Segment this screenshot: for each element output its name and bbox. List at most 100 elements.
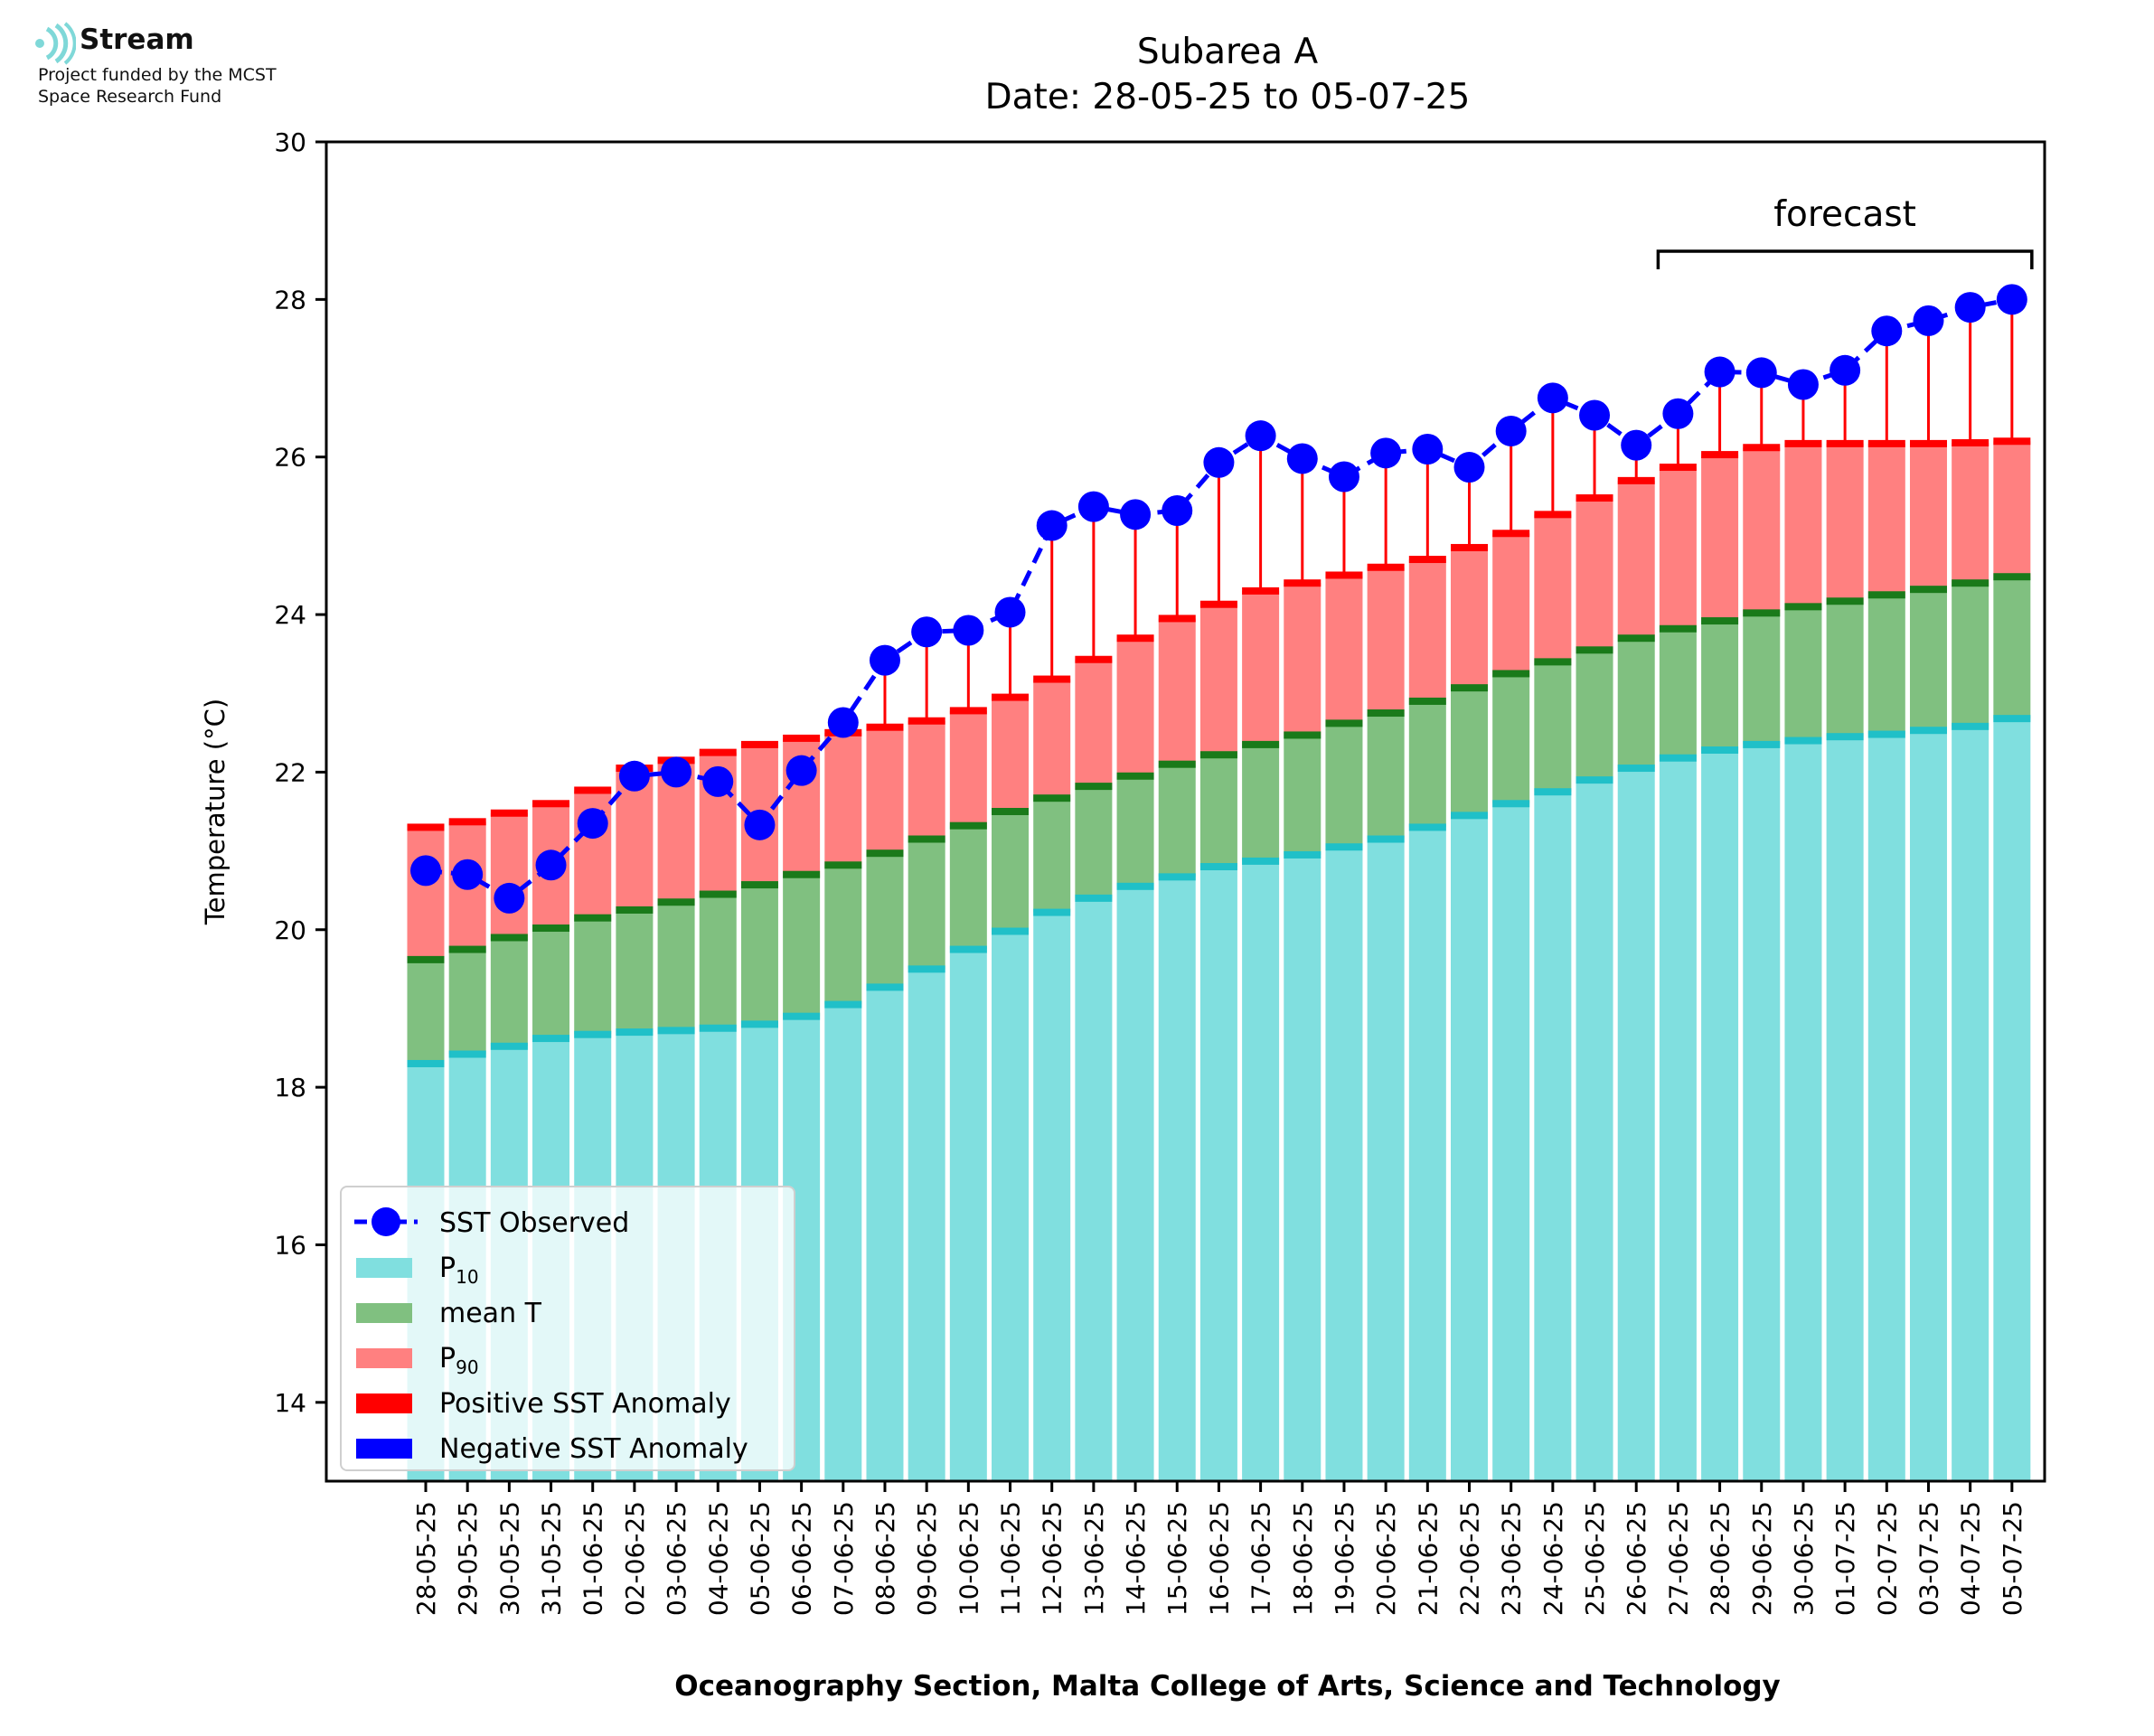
p10-bar-cap	[949, 945, 987, 953]
mean-bar-cap	[407, 955, 445, 963]
y-tick-label: 28	[274, 285, 306, 314]
sst-observed-point	[410, 855, 441, 887]
p10-bar-cap	[1701, 746, 1739, 755]
bar-group	[1408, 556, 1446, 1481]
sst-observed-point	[1787, 369, 1819, 400]
bar-group	[1993, 437, 2031, 1481]
mean-bar	[1826, 601, 1864, 737]
x-tick-label: 01-06-25	[578, 1501, 608, 1616]
p10-bar	[1993, 718, 2031, 1481]
logo-subtitle-line1: Project funded by the MCST	[38, 65, 277, 85]
x-tick-label: 24-06-25	[1538, 1501, 1568, 1616]
p10-bar-cap	[490, 1042, 528, 1050]
p90-bar	[866, 727, 904, 854]
y-tick-label: 30	[274, 127, 306, 157]
sst-observed-point	[827, 707, 859, 738]
x-tick-label: 12-06-25	[1038, 1501, 1068, 1616]
mean-bar-cap	[1408, 697, 1446, 705]
mean-bar	[448, 949, 486, 1055]
p10-bar	[992, 931, 1030, 1481]
mean-bar-cap	[448, 945, 486, 953]
x-tick-label: 01-07-25	[1830, 1501, 1860, 1616]
p10-bar-cap	[1909, 727, 1947, 735]
y-tick-label: 14	[274, 1388, 306, 1418]
mean-bar-cap	[1743, 609, 1781, 617]
p90-bar	[407, 827, 445, 960]
p10-bar-cap	[1408, 823, 1446, 831]
p90-bar-cap	[490, 809, 528, 817]
mean-bar-cap	[1075, 783, 1113, 791]
sst-observed-point	[785, 755, 817, 786]
p10-bar	[866, 987, 904, 1481]
x-tick-label: 28-06-25	[1706, 1501, 1735, 1616]
x-tick-label: 05-06-25	[745, 1501, 775, 1616]
x-tick-label: 07-06-25	[829, 1501, 859, 1616]
mean-bar	[1784, 606, 1822, 741]
sst-observed-point	[618, 760, 650, 792]
logo-subtitle-line2: Space Research Fund	[38, 87, 222, 107]
p90-bar-cap	[448, 818, 486, 826]
bar-group	[1367, 563, 1405, 1481]
p10-bar-cap	[1826, 733, 1864, 741]
chart-subtitle: Date: 28-05-25 to 05-07-25	[985, 77, 1471, 117]
mean-bar-cap	[866, 849, 904, 858]
p10-bar-cap	[1367, 835, 1405, 843]
mean-bar-cap	[490, 934, 528, 942]
p10-bar	[1534, 792, 1572, 1481]
mean-bar	[657, 902, 695, 1031]
p10-bar-cap	[1033, 908, 1071, 916]
p10-bar	[1867, 734, 1905, 1481]
mean-bar	[1659, 628, 1697, 758]
p10-bar	[1325, 847, 1363, 1481]
x-tick-label: 17-06-25	[1246, 1501, 1276, 1616]
legend-label: SST Observed	[439, 1207, 630, 1239]
p90-bar	[1492, 533, 1530, 674]
mean-bar	[407, 959, 445, 1064]
mean-bar-cap	[1116, 772, 1154, 780]
x-tick-label: 21-06-25	[1413, 1501, 1443, 1616]
p10-bar-cap	[1617, 765, 1655, 773]
mean-bar-cap	[1199, 751, 1237, 759]
mean-bar-cap	[1826, 597, 1864, 605]
legend-label: P10	[439, 1253, 479, 1288]
mean-bar	[1867, 595, 1905, 735]
x-tick-label: 06-06-25	[787, 1501, 817, 1616]
mean-bar-cap	[740, 881, 778, 889]
bar-group	[1617, 476, 1655, 1481]
sst-observed-point	[1286, 443, 1318, 474]
bar-group	[1826, 439, 1864, 1481]
p10-bar-cap	[1075, 894, 1113, 902]
x-tick-label: 16-06-25	[1204, 1501, 1234, 1616]
bar-group	[1701, 451, 1739, 1481]
p10-bar	[1784, 740, 1822, 1481]
bar-group	[1534, 511, 1572, 1481]
p10-bar	[1116, 886, 1154, 1481]
x-tick-label: 25-06-25	[1580, 1501, 1610, 1616]
legend-swatch	[356, 1348, 412, 1368]
bar-group	[1242, 586, 1280, 1481]
x-axis-label: Oceanography Section, Malta College of A…	[674, 1670, 1781, 1703]
mean-bar	[616, 909, 654, 1033]
mean-bar-cap	[699, 890, 737, 898]
x-tick-label: 22-06-25	[1455, 1501, 1485, 1616]
legend-item-mean-t: mean T	[342, 1294, 794, 1330]
legend-item-negative-anomaly: Negative SST Anomaly	[342, 1430, 794, 1466]
p10-bar	[1659, 757, 1697, 1481]
forecast-annotation: forecast	[1656, 194, 2034, 269]
p10-bar	[1909, 730, 1947, 1481]
p10-bar-cap	[1867, 730, 1905, 738]
x-tick-label: 28-05-25	[411, 1501, 441, 1616]
mean-bar-cap	[1284, 731, 1322, 739]
mean-bar-cap	[657, 898, 695, 906]
p90-bar	[824, 732, 862, 866]
mean-bar-cap	[616, 906, 654, 914]
mean-bar	[1242, 744, 1280, 861]
p90-bar	[1075, 659, 1113, 787]
p90-bar	[1993, 441, 2031, 577]
sst-observed-point	[1829, 354, 1861, 386]
p90-bar	[1199, 604, 1237, 755]
sst-observed-point	[994, 596, 1026, 628]
x-tick-label: 02-07-25	[1872, 1501, 1902, 1616]
p10-bar	[1451, 815, 1488, 1481]
